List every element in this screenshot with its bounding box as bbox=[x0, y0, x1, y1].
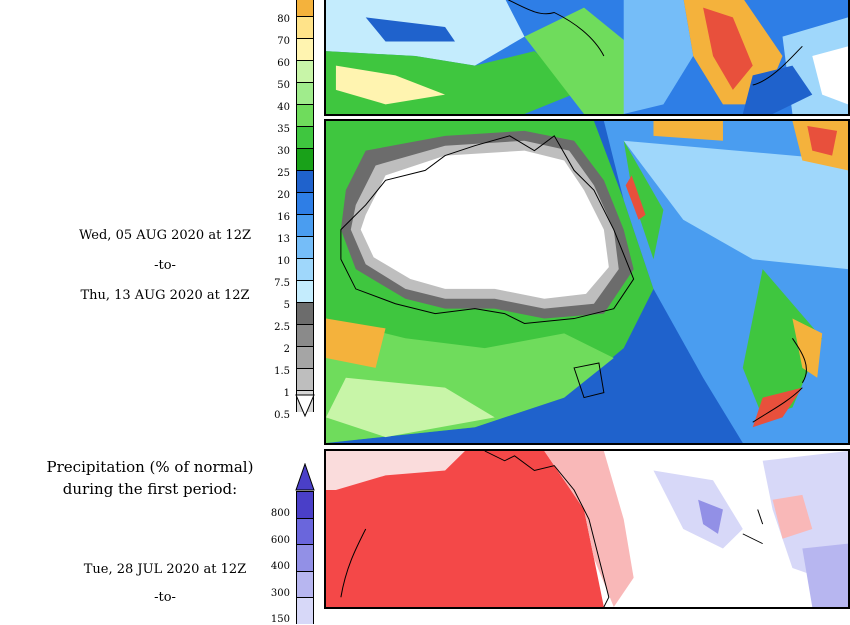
percent-legend-tick-label: 300 bbox=[270, 587, 290, 599]
precip-legend-swatch bbox=[296, 148, 314, 170]
precip-legend-swatch bbox=[296, 82, 314, 104]
percent-legend-tick-label: 600 bbox=[270, 534, 290, 546]
precip-legend-tick-label: 7.5 bbox=[274, 278, 290, 289]
precip-legend-tick-label: 25 bbox=[277, 168, 290, 179]
precip-legend-swatch bbox=[296, 302, 314, 324]
first-period-separator: -to- bbox=[154, 590, 176, 605]
precip-legend-tick-label: 20 bbox=[277, 190, 290, 201]
precip-legend-swatch bbox=[296, 324, 314, 346]
precip-legend-swatch bbox=[296, 0, 314, 16]
percent-legend-swatch bbox=[296, 597, 314, 624]
percent-legend-swatch bbox=[296, 544, 314, 571]
map-panel-second-period-precip bbox=[324, 119, 850, 445]
precip-legend-tick-label: 0.5 bbox=[274, 410, 290, 421]
percent-normal-title-line1: Precipitation (% of normal) bbox=[46, 458, 254, 476]
precip-legend-tick-label: 70 bbox=[277, 36, 290, 47]
precip-legend-tick-label: 13 bbox=[277, 234, 290, 245]
precip-legend-tick-label: 80 bbox=[277, 14, 290, 25]
map-panel-first-period-precip bbox=[324, 0, 850, 116]
percent-legend-swatch bbox=[296, 570, 314, 597]
precip-legend-swatch bbox=[296, 38, 314, 60]
precip-legend-tick-label: 1.5 bbox=[274, 366, 290, 377]
precip-legend-tick-label: 10 bbox=[277, 256, 290, 267]
precip-legend-swatch bbox=[296, 16, 314, 38]
precip-legend-swatch bbox=[296, 214, 314, 236]
precip-legend-swatch bbox=[296, 126, 314, 148]
first-period-start-date: Tue, 28 JUL 2020 at 12Z bbox=[83, 562, 247, 577]
percent-legend-tick-label: 150 bbox=[270, 614, 290, 625]
map-panel-percent-normal bbox=[324, 449, 850, 609]
precip-legend-swatch bbox=[296, 368, 314, 390]
precip-legend-swatch bbox=[296, 104, 314, 126]
precip-legend-swatch bbox=[296, 60, 314, 82]
precip-legend-swatch bbox=[296, 170, 314, 192]
precip-legend-tick-label: 35 bbox=[277, 124, 290, 135]
precip-legend-tick-label: 2.5 bbox=[274, 322, 290, 333]
precip-legend-tick-label: 1 bbox=[283, 388, 290, 399]
precip-legend-swatch bbox=[296, 280, 314, 302]
period-end-date: Thu, 13 AUG 2020 at 12Z bbox=[80, 288, 250, 303]
precip-legend-swatch bbox=[296, 192, 314, 214]
percent-legend-tick-label: 400 bbox=[270, 561, 290, 572]
precip-legend-tick-label: 16 bbox=[277, 212, 290, 223]
precip-legend-swatch bbox=[296, 346, 314, 368]
period-start-date: Wed, 05 AUG 2020 at 12Z bbox=[78, 228, 251, 243]
precip-legend-tick-label: 5 bbox=[283, 300, 290, 311]
precip-legend-swatch bbox=[296, 258, 314, 280]
precip-legend-tick-label: 60 bbox=[277, 58, 290, 69]
precip-legend-tick-label: 30 bbox=[277, 146, 290, 157]
percent-legend-swatch bbox=[296, 491, 314, 518]
percent-legend-tick-label: 800 bbox=[270, 508, 290, 519]
percent-normal-title-line2: during the first period: bbox=[62, 480, 238, 498]
percent-normal-title: Precipitation (% of normal) during the f… bbox=[30, 456, 270, 500]
legend-lower-arrow bbox=[295, 394, 315, 418]
legend-upper-arrow bbox=[295, 463, 315, 491]
precip-legend-swatch bbox=[296, 236, 314, 258]
percent-legend-swatch bbox=[296, 517, 314, 544]
period-separator: -to- bbox=[154, 258, 176, 273]
precip-legend-tick-label: 50 bbox=[277, 80, 290, 91]
precip-legend-tick-label: 2 bbox=[283, 344, 290, 355]
precip-legend-tick-label: 40 bbox=[277, 102, 290, 113]
